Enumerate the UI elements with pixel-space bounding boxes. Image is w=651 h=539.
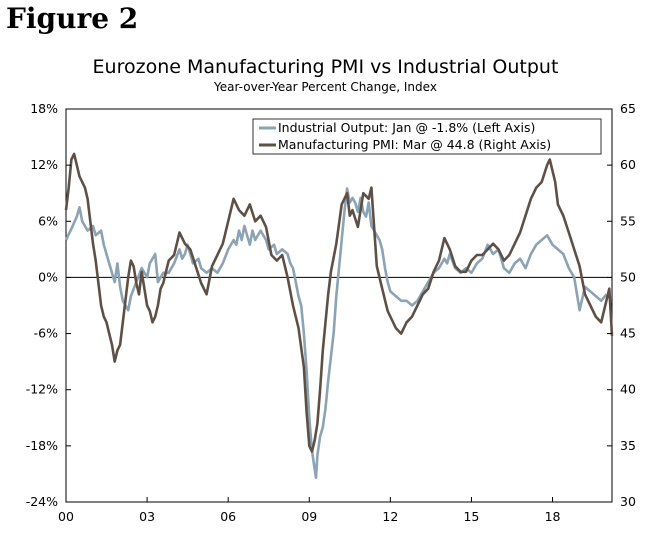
left-tick-label: 12%	[30, 157, 58, 172]
x-axis: 00 03 06 09 12 15 18	[58, 497, 561, 524]
right-tick-label: 60	[620, 157, 636, 172]
legend-box	[252, 118, 602, 155]
legend-label-industrial-output: Industrial Output: Jan @ -1.8% (Left Axi…	[278, 120, 535, 135]
left-tick-label: -6%	[34, 326, 58, 341]
left-tick-label: 18%	[30, 101, 58, 116]
left-tick-label: -12%	[26, 382, 58, 397]
right-tick-label: 30	[620, 494, 636, 509]
x-tick-label: 18	[545, 509, 561, 524]
series-layer	[64, 152, 614, 479]
legend-label-manufacturing-pmi: Manufacturing PMI: Mar @ 44.8 (Right Axi…	[278, 137, 551, 152]
legend: Industrial Output: Jan @ -1.8% (Left Axi…	[252, 118, 602, 155]
right-tick-label: 50	[620, 269, 636, 284]
left-tick-label: 0%	[38, 269, 58, 284]
left-tick-label: 6%	[38, 213, 58, 228]
x-tick-label: 00	[58, 509, 74, 524]
chart-title: Eurozone Manufacturing PMI vs Industrial…	[92, 56, 559, 78]
x-tick-label: 06	[220, 509, 236, 524]
right-tick-label: 35	[620, 438, 636, 453]
x-tick-label: 12	[382, 509, 398, 524]
figure-label: Figure 2	[6, 2, 139, 35]
chart-subtitle: Year-over-Year Percent Change, Index	[214, 80, 437, 94]
series-manufacturing-pmi-line	[64, 152, 614, 453]
x-tick-label: 09	[301, 509, 317, 524]
right-tick-label: 55	[620, 213, 636, 228]
right-tick-label: 40	[620, 382, 636, 397]
x-tick-label: 15	[463, 509, 479, 524]
left-tick-label: -18%	[26, 438, 58, 453]
x-tick-label: 03	[139, 509, 155, 524]
series-industrial-output-line	[64, 187, 608, 479]
right-axis: 65 60 55 50 45 40 35 30	[607, 101, 636, 509]
left-tick-label: -24%	[26, 494, 58, 509]
right-tick-label: 45	[620, 326, 636, 341]
right-tick-label: 65	[620, 101, 636, 116]
left-axis: 18% 12% 6% 0% -6% -12% -18% -24%	[26, 101, 71, 509]
